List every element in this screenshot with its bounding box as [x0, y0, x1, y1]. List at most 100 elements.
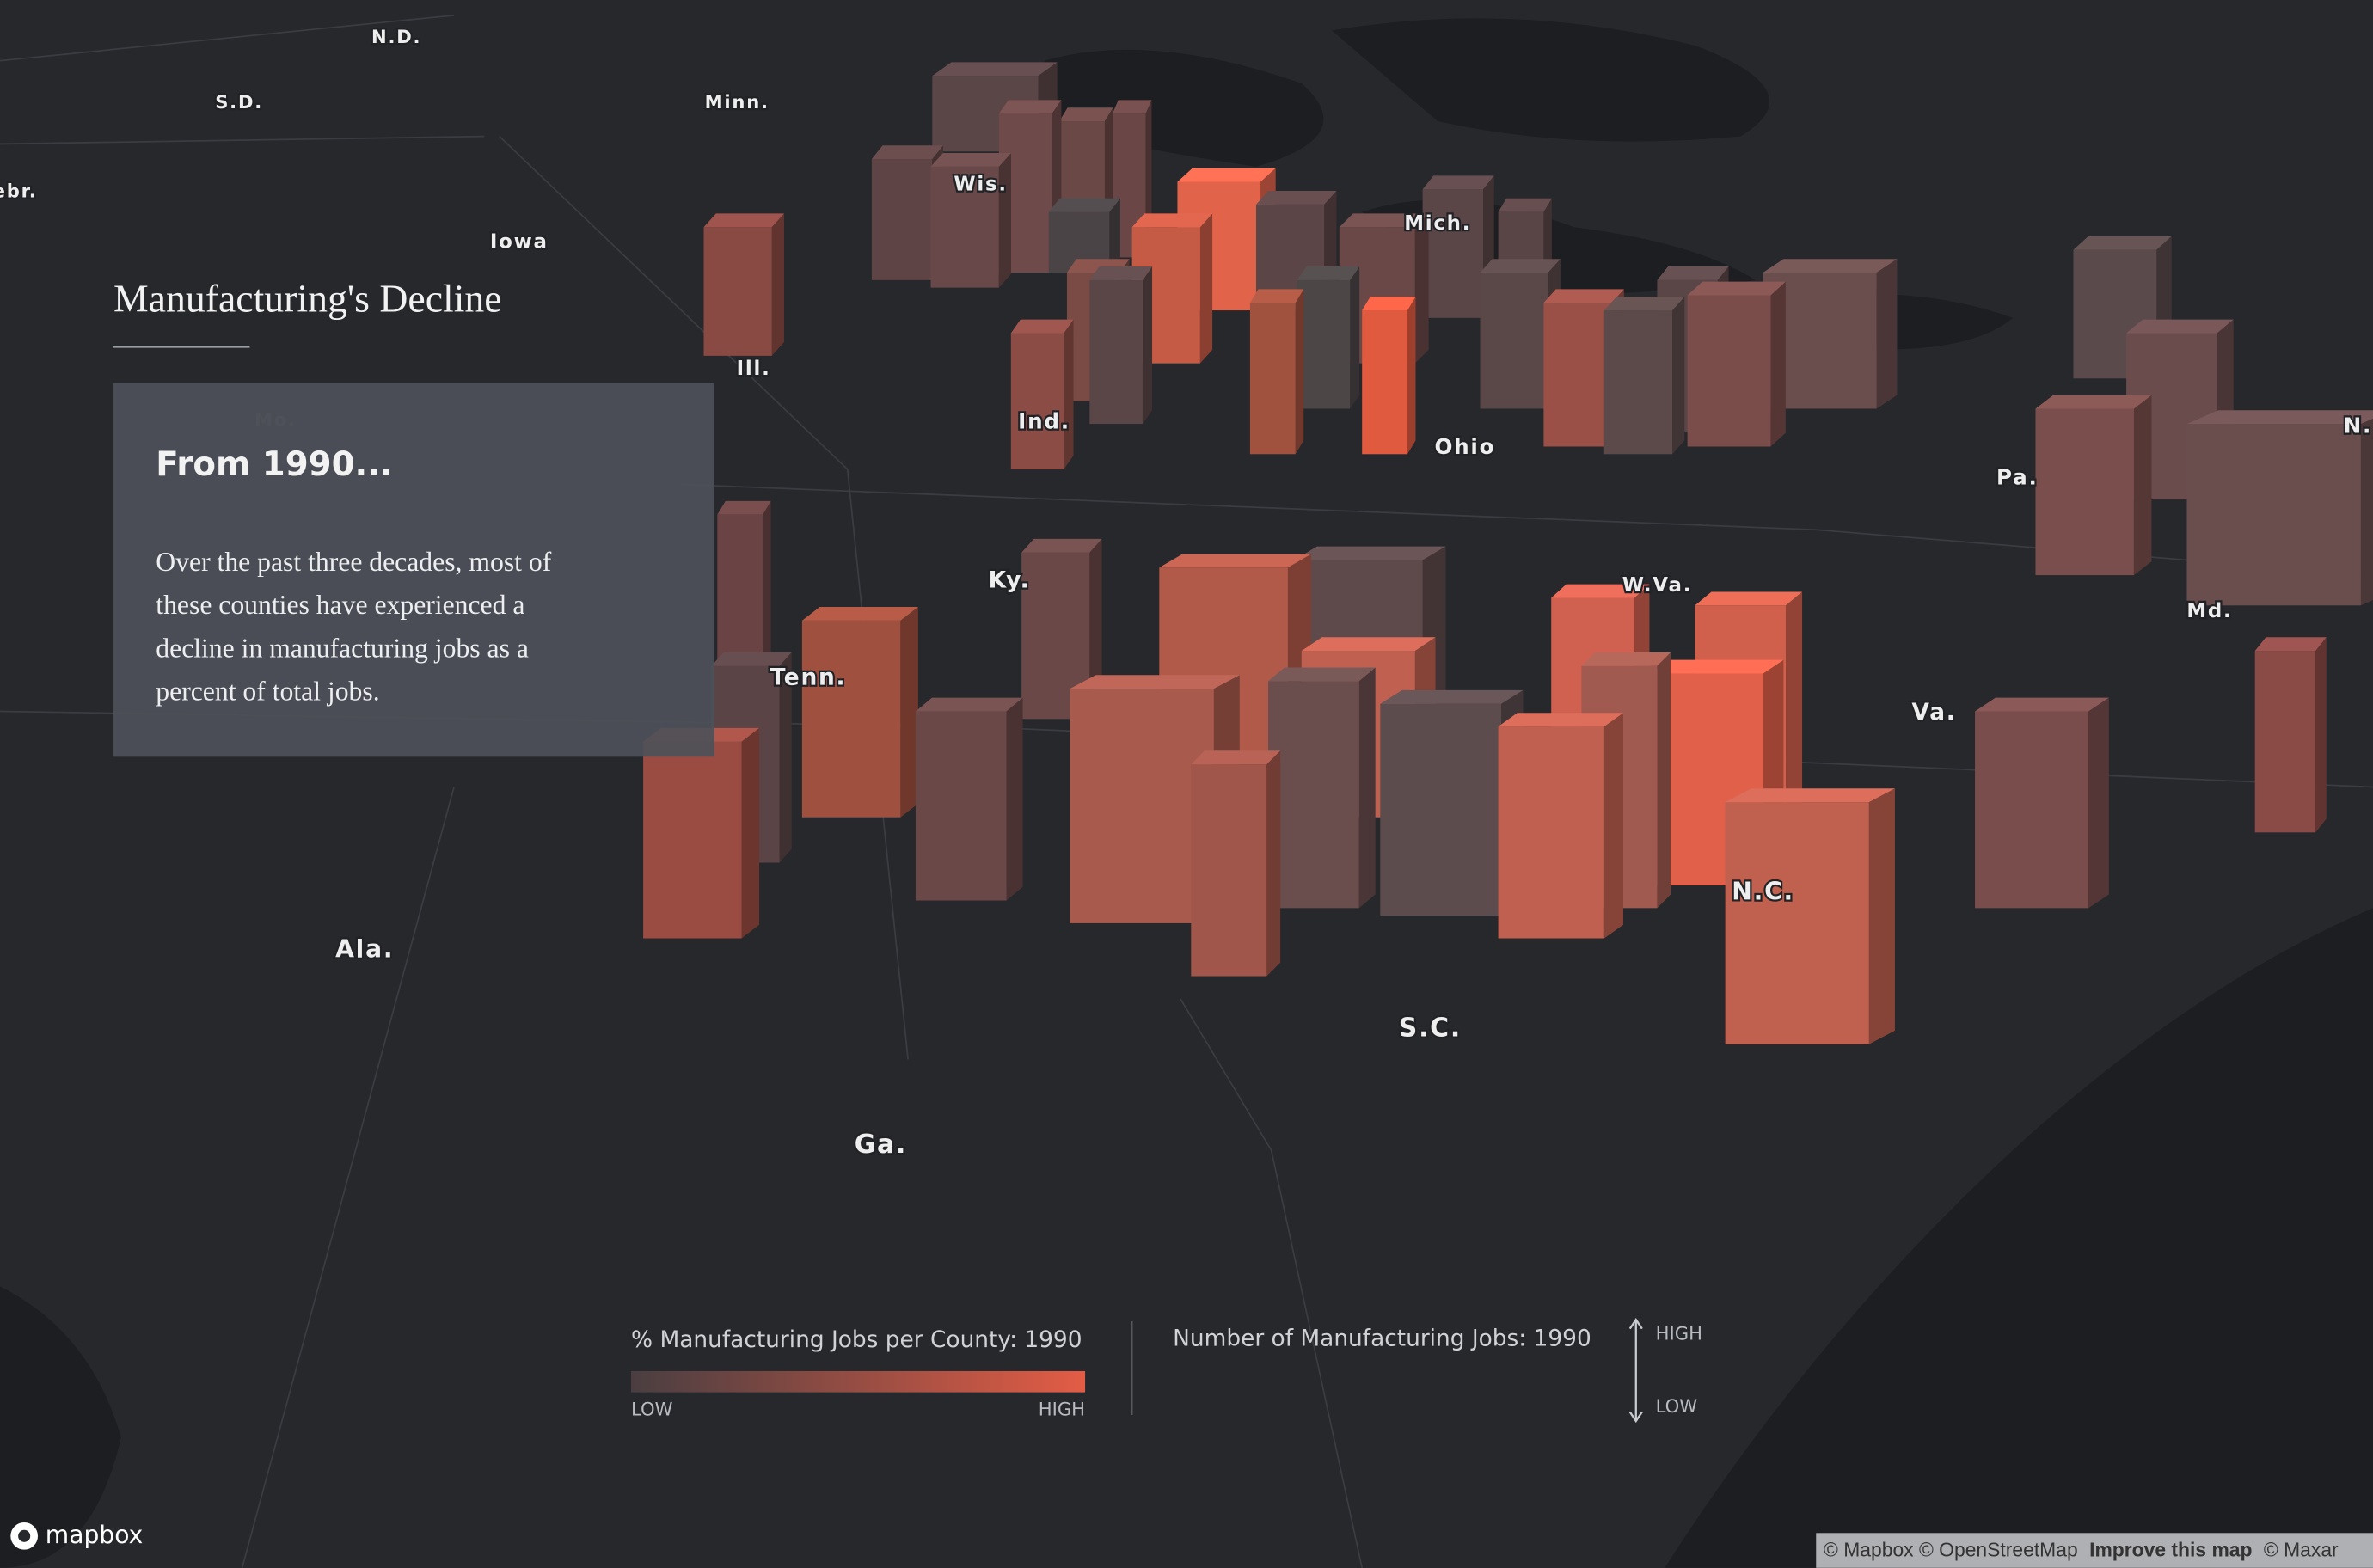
- column-top: [2186, 410, 2373, 425]
- column-top: [1603, 297, 1685, 311]
- improve-link[interactable]: Improve this map: [2089, 1538, 2252, 1560]
- panel-body-line: these counties have experienced a: [156, 590, 524, 620]
- column-front: [1975, 711, 2089, 909]
- column-top: [2035, 395, 2152, 409]
- panel-body-line: percent of total jobs.: [156, 677, 379, 707]
- logo-text[interactable]: mapbox: [46, 1521, 143, 1549]
- column-front: [2254, 651, 2316, 833]
- column-top: [1297, 266, 1360, 280]
- column-side: [1109, 198, 1120, 273]
- credits[interactable]: © Mapbox © OpenStreetMap: [1824, 1538, 2078, 1560]
- state-label: Minn.: [705, 91, 770, 113]
- maxar-credit[interactable]: © Maxar: [2264, 1538, 2339, 1560]
- column-top: [932, 62, 1058, 77]
- mapbox-logo[interactable]: mapbox: [10, 1521, 143, 1550]
- column-side: [900, 607, 918, 818]
- column-top: [1581, 652, 1671, 666]
- column-side: [1295, 289, 1304, 455]
- column-front: [1089, 279, 1143, 425]
- state-label: Va.: [1911, 699, 1956, 726]
- column-top: [1657, 266, 1729, 280]
- county-column: [1089, 266, 1153, 425]
- column-front: [1687, 295, 1771, 447]
- column-top: [1480, 259, 1561, 273]
- state-label: ebr.: [0, 181, 38, 202]
- column-front: [1362, 310, 1407, 455]
- state-label: N.: [2344, 413, 2372, 438]
- county-column: [643, 727, 760, 939]
- column-front: [1070, 689, 1214, 923]
- column-side: [1657, 652, 1671, 909]
- state-label: Tenn.: [770, 664, 847, 690]
- column-top: [1380, 689, 1524, 704]
- county-column: [915, 697, 1023, 901]
- column-top: [1551, 584, 1650, 598]
- column-top: [1498, 713, 1623, 727]
- height-low: LOW: [1656, 1395, 1698, 1417]
- color-ramp: [631, 1370, 1086, 1393]
- state-label: N.C.: [1732, 878, 1794, 906]
- column-side: [2133, 395, 2152, 576]
- column-side: [1770, 281, 1786, 447]
- column-top: [1649, 659, 1784, 674]
- column-front: [2035, 408, 2134, 576]
- column-top: [1255, 191, 1337, 205]
- panel-body-line: decline in manufacturing jobs as a: [156, 633, 529, 663]
- column-top: [915, 697, 1023, 712]
- column-top: [711, 652, 792, 666]
- column-top: [801, 607, 918, 621]
- state-label: Ohio: [1434, 434, 1495, 459]
- column-side: [1266, 750, 1281, 977]
- column-top: [1975, 697, 2109, 712]
- column-top: [998, 100, 1062, 114]
- state-label: Ill.: [737, 358, 771, 380]
- state-label: Ky.: [989, 567, 1031, 594]
- column-front: [930, 166, 999, 288]
- ramp-high: HIGH: [1039, 1399, 1085, 1420]
- state-labels: N.D. S.D. Minn. ebr. Iowa Wis. Mich. Ill. Ind. Oh…: [0, 24, 2373, 1161]
- column-side: [1350, 266, 1360, 409]
- column-front: [1543, 303, 1612, 447]
- column-front: [1480, 273, 1548, 409]
- column-side: [1006, 697, 1023, 901]
- attribution: © Mapbox © OpenStreetMap Improve this ma…: [1824, 1538, 2339, 1560]
- column-top: [2073, 236, 2172, 250]
- column-side: [1414, 213, 1429, 364]
- county-column: [930, 152, 1011, 288]
- state-label: W.Va.: [1622, 574, 1692, 597]
- column-top: [930, 152, 1011, 167]
- column-top: [1048, 198, 1120, 212]
- column-top: [1177, 168, 1276, 182]
- county-column: [801, 607, 918, 818]
- column-side: [741, 727, 760, 939]
- column-top: [1301, 637, 1436, 652]
- county-column: [1297, 266, 1360, 409]
- column-front: [703, 227, 772, 356]
- column-side: [1868, 788, 1895, 1044]
- column-top: [1191, 750, 1281, 765]
- column-side: [1543, 198, 1552, 273]
- height-arrow: [1628, 1318, 1643, 1424]
- legend: % Manufacturing Jobs per County: 1990 LO…: [631, 1318, 1702, 1424]
- story-title: Manufacturing's Decline: [113, 277, 502, 321]
- column-top: [703, 213, 784, 228]
- column-top: [1070, 675, 1240, 689]
- column-side: [1064, 319, 1074, 469]
- column-side: [2088, 697, 2109, 909]
- column-side: [1142, 266, 1153, 425]
- county-columns: [643, 62, 2373, 1044]
- county-column: [1498, 713, 1623, 939]
- column-top: [2126, 319, 2234, 334]
- column-front: [2186, 424, 2361, 606]
- county-column: [1048, 198, 1120, 273]
- column-top: [1159, 554, 1311, 568]
- county-column: [1010, 319, 1074, 469]
- column-top: [1268, 667, 1376, 682]
- panel-body: Over the past three decades, most of thes…: [156, 547, 551, 706]
- column-side: [1603, 713, 1623, 939]
- column-top: [1010, 319, 1074, 334]
- column-top: [1059, 107, 1113, 122]
- county-column: [1191, 750, 1281, 977]
- column-side: [1407, 297, 1416, 455]
- column-side: [1089, 538, 1102, 720]
